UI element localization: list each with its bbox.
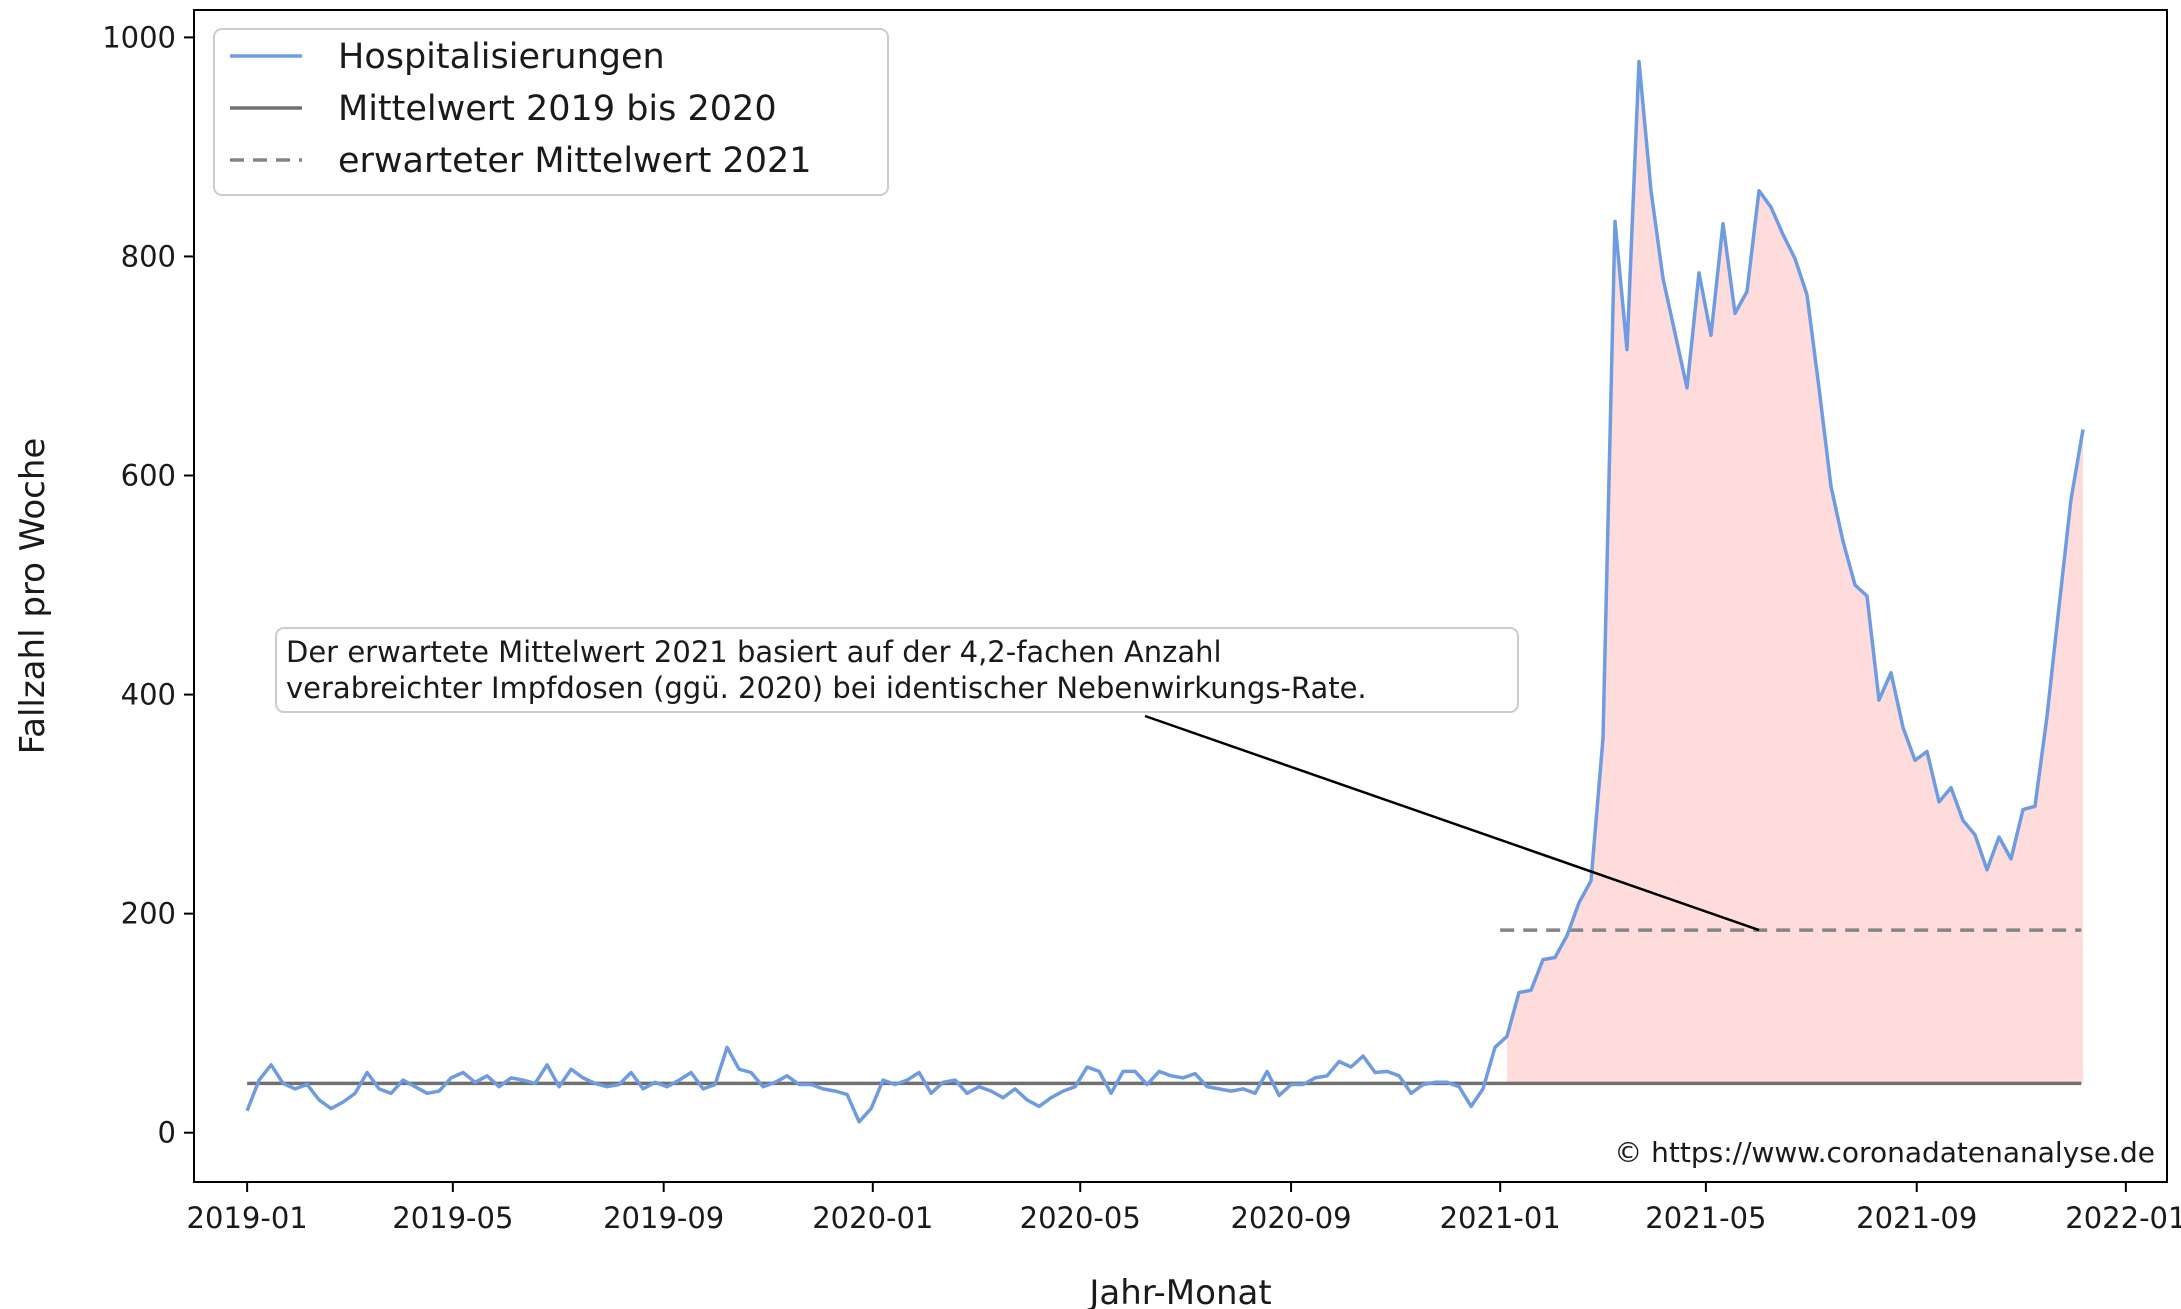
excess-area (1507, 61, 2083, 1084)
y-tick-label: 600 (121, 459, 176, 493)
x-tick-label: 2022-01 (2065, 1201, 2181, 1235)
legend: Hospitalisierungen Mittelwert 2019 bis 20… (213, 28, 889, 196)
y-tick-label: 200 (121, 897, 176, 931)
y-tick-label: 800 (121, 239, 176, 273)
annotation-layer: Der erwartete Mittelwert 2021 basiert au… (275, 627, 1760, 932)
x-tick-label: 2020-09 (1230, 1201, 1351, 1235)
lines-layer (245, 59, 2085, 1124)
annotation-text-line: Der erwartete Mittelwert 2021 basiert au… (286, 635, 1222, 669)
x-tick-label: 2019-05 (392, 1201, 513, 1235)
x-tick-label: 2020-01 (812, 1201, 933, 1235)
legend-label: Mittelwert 2019 bis 2020 (338, 89, 777, 129)
annotation-arrow (1144, 714, 1760, 932)
x-axis-label: Jahr-Monat (1087, 1273, 1271, 1309)
annotation-text-line: verabreichter Impfdosen (ggü. 2020) bei … (286, 671, 1367, 705)
x-tick-label: 2021-05 (1645, 1201, 1766, 1235)
y-tick-label: 0 (158, 1116, 176, 1150)
axes-layer: 2019-01 2019-05 2019-09 2020-01 2020-05 2020-… (102, 9, 2181, 1235)
series-line-hospitalisierungen (245, 59, 2085, 1124)
y-tick-label: 400 (121, 678, 176, 712)
x-tick-label: 2019-09 (603, 1201, 724, 1235)
legend-box (213, 28, 889, 196)
legend-label: Hospitalisierungen (338, 37, 665, 77)
x-tick-label: 2021-09 (1856, 1201, 1977, 1235)
credit-text: © https://www.coronadatenanalyse.de (1614, 1136, 2155, 1169)
x-tick-label: 2019-01 (187, 1201, 308, 1235)
legend-label: erwarteter Mittelwert 2021 (338, 141, 812, 181)
plot-frame (193, 9, 2168, 1183)
x-tick-label: 2021-01 (1440, 1201, 1561, 1235)
fill-layer (1507, 61, 2083, 1084)
y-tick-label: 1000 (102, 20, 176, 54)
y-axis-label: Fallzahl pro Woche (13, 438, 53, 755)
annotation-box (275, 627, 1519, 713)
x-tick-label: 2020-05 (1020, 1201, 1141, 1235)
